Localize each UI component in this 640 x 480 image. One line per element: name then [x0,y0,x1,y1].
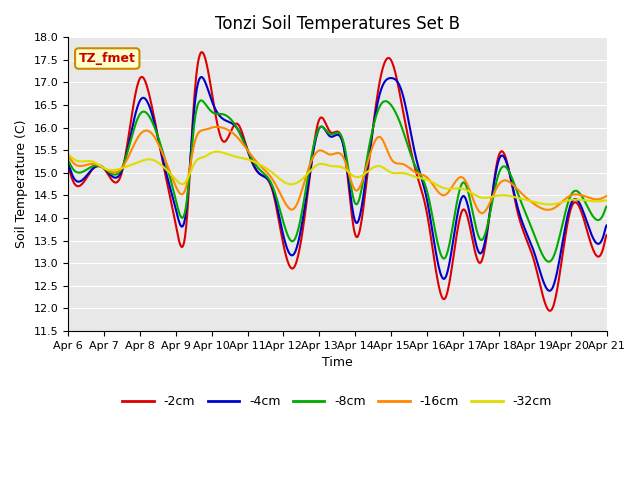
-16cm [403,164,411,169]
-4cm [213,109,221,115]
-2cm [546,308,554,314]
-16cm [212,124,220,130]
-4cm [403,112,411,118]
-4cm [419,180,427,186]
-4cm [546,288,554,294]
-8cm [545,259,553,264]
-16cm [184,176,192,182]
-2cm [603,232,611,238]
Line: -2cm: -2cm [68,52,607,311]
-8cm [129,129,137,134]
-16cm [419,172,427,178]
-8cm [213,111,221,117]
-16cm [64,154,72,159]
-8cm [403,141,411,147]
Line: -32cm: -32cm [68,152,607,204]
-32cm [184,175,192,181]
-32cm [419,176,427,181]
-2cm [64,164,72,169]
-32cm [603,197,611,203]
-32cm [546,202,554,207]
-32cm [64,152,72,157]
-16cm [603,193,611,199]
-2cm [74,183,82,189]
Line: -8cm: -8cm [68,100,607,262]
-8cm [603,204,611,209]
Title: Tonzi Soil Temperatures Set B: Tonzi Soil Temperatures Set B [215,15,460,33]
-32cm [74,158,82,164]
Line: -16cm: -16cm [68,127,607,213]
Legend: -2cm, -4cm, -8cm, -16cm, -32cm: -2cm, -4cm, -8cm, -16cm, -32cm [118,390,557,413]
-4cm [603,223,611,228]
-2cm [184,202,192,208]
-32cm [129,161,137,167]
-2cm [213,120,221,126]
-4cm [64,161,72,167]
-2cm [129,104,137,109]
-2cm [403,131,411,136]
-16cm [129,144,137,149]
Line: -4cm: -4cm [68,77,607,291]
-8cm [419,177,427,183]
-8cm [184,189,192,194]
-4cm [198,74,205,80]
-4cm [74,179,82,184]
-2cm [419,193,427,199]
-16cm [478,210,486,216]
-32cm [403,171,411,177]
-4cm [184,190,192,196]
-2cm [198,49,206,55]
-16cm [213,124,221,130]
-4cm [129,120,137,126]
Y-axis label: Soil Temperature (C): Soil Temperature (C) [15,120,28,248]
-32cm [213,149,221,155]
Text: TZ_fmet: TZ_fmet [79,52,136,65]
-8cm [64,158,72,164]
-16cm [74,163,82,168]
-8cm [74,169,82,175]
-8cm [198,97,205,103]
X-axis label: Time: Time [322,356,353,369]
-32cm [212,149,220,155]
